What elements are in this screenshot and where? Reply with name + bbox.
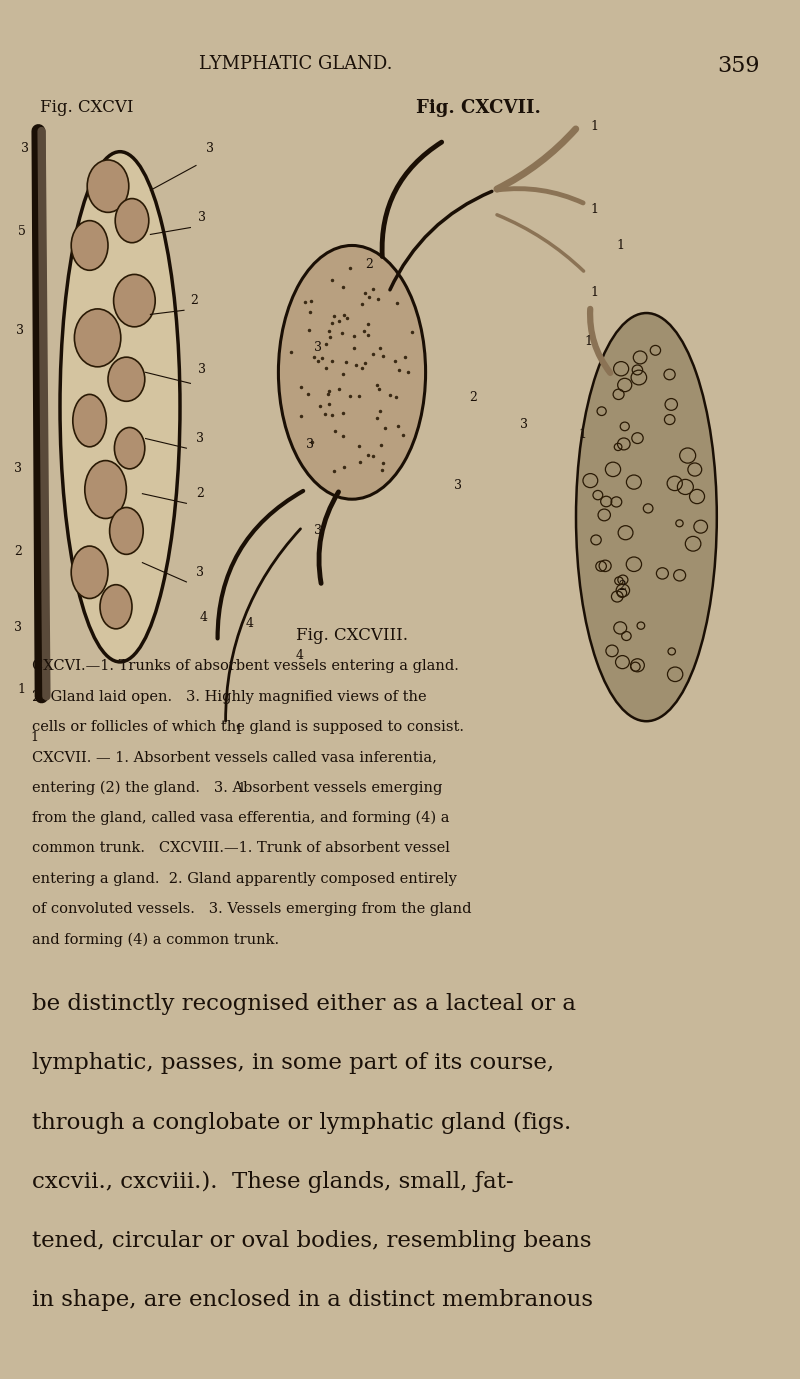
Text: 4: 4: [200, 611, 208, 625]
Text: 3: 3: [14, 621, 22, 634]
Text: 1: 1: [616, 239, 624, 252]
Text: tened, circular or oval bodies, resembling beans: tened, circular or oval bodies, resembli…: [32, 1230, 591, 1252]
Text: 3: 3: [520, 418, 528, 432]
Text: 3: 3: [198, 363, 206, 376]
Text: 5: 5: [18, 225, 26, 239]
Ellipse shape: [71, 546, 108, 598]
Text: 2: 2: [366, 258, 374, 272]
Text: CXCVII. — 1. Absorbent vessels called vasa inferentia,: CXCVII. — 1. Absorbent vessels called va…: [32, 750, 437, 764]
Text: 3: 3: [314, 524, 322, 538]
Text: 3: 3: [14, 462, 22, 476]
Ellipse shape: [114, 427, 145, 469]
Text: 2: 2: [470, 390, 478, 404]
Ellipse shape: [100, 585, 132, 629]
Ellipse shape: [85, 461, 126, 519]
Text: 3: 3: [16, 324, 24, 338]
Ellipse shape: [74, 309, 121, 367]
Text: 3: 3: [196, 432, 204, 445]
Text: 2: 2: [190, 294, 198, 308]
Text: cxcvii., cxcviii.).  These glands, small, ƒat-: cxcvii., cxcviii.). These glands, small,…: [32, 1171, 514, 1193]
Text: Fig. CXCVII.: Fig. CXCVII.: [416, 99, 541, 117]
Text: 3: 3: [21, 142, 29, 156]
Ellipse shape: [60, 152, 180, 662]
Text: 3: 3: [206, 142, 214, 156]
Text: of convoluted vessels.   3. Vessels emerging from the gland: of convoluted vessels. 3. Vessels emergi…: [32, 902, 471, 916]
Text: 4: 4: [246, 616, 254, 630]
Text: 2: 2: [196, 487, 204, 501]
Text: lymphatic, passes, in some part of its course,: lymphatic, passes, in some part of its c…: [32, 1052, 554, 1074]
Text: 3: 3: [454, 479, 462, 492]
Text: from the gland, called vasa efferentia, and forming (4) a: from the gland, called vasa efferentia, …: [32, 811, 450, 825]
Text: 2: 2: [618, 579, 626, 593]
Ellipse shape: [576, 313, 717, 721]
Text: 1: 1: [584, 335, 592, 349]
Ellipse shape: [73, 394, 106, 447]
Ellipse shape: [87, 160, 129, 212]
Text: be distinctly recognised either as a lacteal or a: be distinctly recognised either as a lac…: [32, 993, 576, 1015]
Text: 1: 1: [590, 203, 598, 217]
Text: 1: 1: [590, 120, 598, 134]
Text: Fig. CXCVI: Fig. CXCVI: [40, 99, 134, 116]
Ellipse shape: [114, 274, 155, 327]
Text: 3: 3: [196, 565, 204, 579]
Text: 4: 4: [296, 648, 304, 662]
Text: entering (2) the gland.   3. Absorbent vessels emerging: entering (2) the gland. 3. Absorbent ves…: [32, 781, 442, 794]
Text: cells or follicles of which the gland is supposed to consist.: cells or follicles of which the gland is…: [32, 720, 464, 734]
Text: entering a gland.  2. Gland apparently composed entirely: entering a gland. 2. Gland apparently co…: [32, 872, 457, 885]
Ellipse shape: [108, 357, 145, 401]
Text: in shape, are enclosed in a distinct membranous: in shape, are enclosed in a distinct mem…: [32, 1289, 593, 1311]
Text: 3: 3: [306, 437, 314, 451]
Text: 1: 1: [18, 683, 26, 696]
Text: CXCVI.—1. Trunks of absorbent vessels entering a gland.: CXCVI.—1. Trunks of absorbent vessels en…: [32, 659, 459, 673]
Text: common trunk.   CXCVIII.—1. Trunk of absorbent vessel: common trunk. CXCVIII.—1. Trunk of absor…: [32, 841, 450, 855]
Ellipse shape: [71, 221, 108, 270]
Text: LYMPHATIC GLAND.: LYMPHATIC GLAND.: [199, 55, 393, 73]
Text: 2. Gland laid open.   3. Highly magnified views of the: 2. Gland laid open. 3. Highly magnified …: [32, 690, 426, 703]
Text: 1: 1: [578, 427, 586, 441]
Text: through a conglobate or lymphatic gland (figs.: through a conglobate or lymphatic gland …: [32, 1111, 571, 1134]
Text: 3: 3: [198, 211, 206, 225]
Text: 1: 1: [234, 724, 242, 738]
Ellipse shape: [278, 245, 426, 499]
Text: Fig. CXCVIII.: Fig. CXCVIII.: [296, 627, 408, 644]
Text: 1: 1: [30, 731, 38, 745]
Text: 1: 1: [238, 782, 246, 796]
Ellipse shape: [115, 199, 149, 243]
Text: 1: 1: [590, 285, 598, 299]
Text: 359: 359: [718, 55, 760, 77]
Text: 2: 2: [14, 545, 22, 558]
Text: and forming (4) a common trunk.: and forming (4) a common trunk.: [32, 932, 279, 946]
Ellipse shape: [110, 507, 143, 554]
Text: 3: 3: [314, 341, 322, 354]
